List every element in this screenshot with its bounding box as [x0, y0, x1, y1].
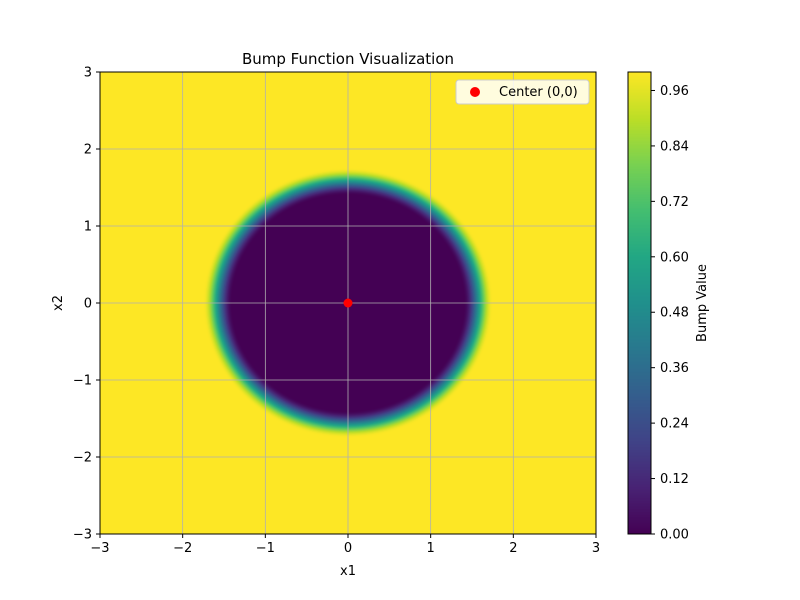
y-tick-label: −1 — [73, 374, 92, 389]
y-tick-label: 1 — [84, 220, 92, 235]
x-tick-label: −3 — [90, 541, 109, 556]
scatter-points — [343, 298, 353, 308]
y-tick-label: 0 — [84, 297, 92, 312]
legend: Center (0,0) — [455, 79, 590, 105]
x-tick-label: 2 — [509, 541, 517, 556]
y-axis-label: x2 — [51, 295, 66, 311]
x-tick-label: −1 — [256, 541, 275, 556]
colorbar-tick-label: 0.24 — [660, 417, 689, 432]
y-tick-label: −3 — [73, 528, 92, 543]
colorbar-ticks: 0.00 0.12 0.24 0.36 0.48 0.60 0.72 0.84 0.96 — [651, 84, 689, 543]
colorbar-tick-label: 0.36 — [660, 361, 689, 376]
colorbar-tick-label: 0.96 — [660, 84, 689, 99]
x-tick-label: −2 — [173, 541, 192, 556]
y-tick-label: 3 — [84, 66, 92, 81]
colorbar-tick-label: 0.84 — [660, 139, 689, 154]
legend-label-center: Center (0,0) — [499, 85, 578, 100]
x-axis-label: x1 — [340, 564, 356, 579]
x-tick-label: 3 — [592, 541, 600, 556]
center-point — [343, 298, 353, 308]
x-tick-label: 1 — [427, 541, 435, 556]
y-tick-label: 2 — [84, 143, 92, 158]
legend-box — [455, 79, 590, 105]
colorbar-frame — [627, 71, 652, 535]
colorbar-tick-label: 0.00 — [660, 528, 689, 543]
y-tick-label: −2 — [73, 451, 92, 466]
colorbar-gradient — [628, 72, 651, 534]
legend-marker-center — [470, 87, 480, 97]
x-tick-label: 0 — [344, 541, 352, 556]
y-axis-ticks: −3 −2 −1 0 1 2 3 — [73, 66, 100, 543]
plot-area: −3 −2 −1 0 1 2 3 −3 −2 −1 0 1 2 3 — [73, 66, 600, 557]
colorbar: 0.00 0.12 0.24 0.36 0.48 0.60 0.72 0.84 0.96 Bum… — [627, 71, 710, 543]
colorbar-tick-label: 0.48 — [660, 306, 689, 321]
colorbar-label: Bump Value — [695, 264, 710, 342]
colorbar-tick-label: 0.12 — [660, 472, 689, 487]
x-axis-ticks: −3 −2 −1 0 1 2 3 — [90, 534, 600, 556]
chart-title: Bump Function Visualization — [242, 50, 454, 68]
colorbar-tick-label: 0.60 — [660, 250, 689, 265]
colorbar-tick-label: 0.72 — [660, 195, 689, 210]
